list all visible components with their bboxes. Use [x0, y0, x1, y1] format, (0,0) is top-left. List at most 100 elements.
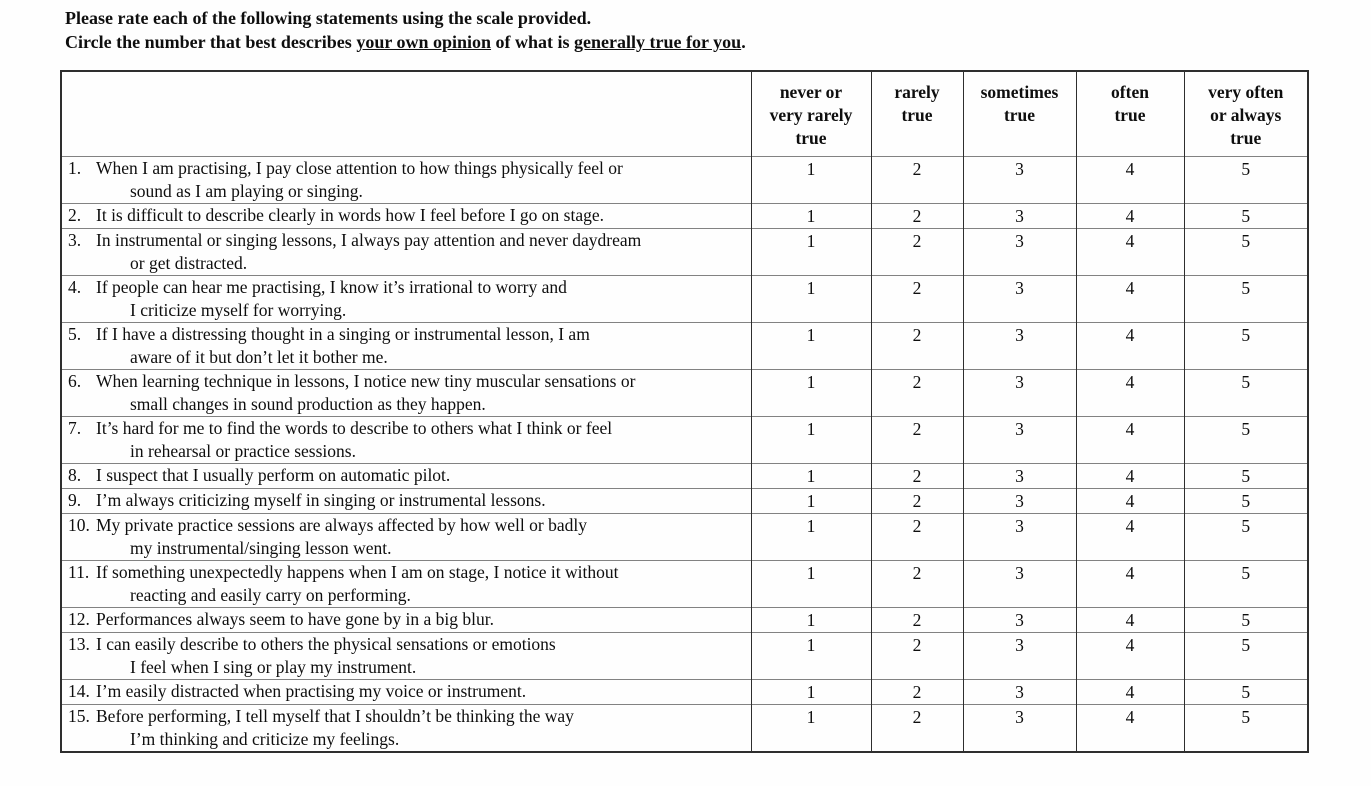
- col-header-often: often true: [1075, 71, 1184, 156]
- rating-cell[interactable]: 3: [962, 487, 1076, 513]
- rating-cell[interactable]: 2: [870, 462, 963, 488]
- rating-cell[interactable]: 2: [870, 487, 963, 513]
- rating-cell[interactable]: 4: [1075, 462, 1184, 488]
- rating-cell[interactable]: 1: [750, 559, 871, 607]
- rating-cell[interactable]: 1: [750, 678, 871, 704]
- rating-cell[interactable]: 3: [962, 155, 1076, 203]
- rating-cell[interactable]: 3: [962, 274, 1076, 322]
- rating-cell[interactable]: 3: [962, 202, 1076, 228]
- rating-cell[interactable]: 4: [1075, 678, 1184, 704]
- rating-cell[interactable]: 1: [750, 512, 871, 560]
- rating-cell[interactable]: 2: [870, 703, 963, 752]
- rating-cell[interactable]: 5: [1183, 703, 1308, 752]
- statement-line2: or get distracted.: [130, 252, 248, 273]
- statement-line1: 12. Performances always seem to have gone…: [68, 608, 495, 629]
- statement-line1: 8. I suspect that I usually perform on au…: [68, 464, 451, 485]
- rating-cell[interactable]: 3: [962, 512, 1076, 560]
- rating-cell[interactable]: 3: [962, 462, 1076, 488]
- table-row: 5. If I have a distressing thought in a s…: [61, 321, 1308, 369]
- rating-cell[interactable]: 1: [750, 462, 871, 488]
- table-row: 15. Before performing, I tell myself that…: [61, 703, 1308, 752]
- rating-cell[interactable]: 3: [962, 415, 1076, 463]
- rating-cell[interactable]: 3: [962, 559, 1076, 607]
- rating-cell[interactable]: 5: [1183, 559, 1308, 607]
- rating-cell[interactable]: 2: [870, 512, 963, 560]
- rating-cell[interactable]: 1: [750, 487, 871, 513]
- rating-cell[interactable]: 4: [1075, 487, 1184, 513]
- rating-cell[interactable]: 2: [870, 202, 963, 228]
- rating-cell[interactable]: 3: [962, 678, 1076, 704]
- rating-cell[interactable]: 4: [1075, 631, 1184, 679]
- rating-cell[interactable]: 1: [750, 274, 871, 322]
- statements-tbody: 1. When I am practising, I pay close atte…: [61, 155, 1308, 752]
- rating-cell[interactable]: 1: [750, 631, 871, 679]
- rating-cell[interactable]: 2: [870, 155, 963, 203]
- rating-cell[interactable]: 5: [1183, 631, 1308, 679]
- rating-cell[interactable]: 3: [962, 321, 1076, 369]
- rating-cell[interactable]: 1: [750, 606, 871, 632]
- rating-cell[interactable]: 1: [750, 321, 871, 369]
- rating-cell[interactable]: 1: [750, 415, 871, 463]
- rating-cell[interactable]: 5: [1183, 274, 1308, 322]
- table-row: 2. It is difficult to describe clearly in…: [61, 202, 1308, 228]
- rating-cell[interactable]: 2: [870, 415, 963, 463]
- rating-cell[interactable]: 5: [1183, 606, 1308, 632]
- rating-cell[interactable]: 5: [1183, 227, 1308, 275]
- instructions-line2-suffix: .: [741, 32, 746, 52]
- statement-line2: my instrumental/singing lesson went.: [130, 537, 392, 558]
- rating-cell[interactable]: 4: [1075, 559, 1184, 607]
- col-header-never-rarely: never or very rarely true: [750, 71, 871, 156]
- rating-cell[interactable]: 5: [1183, 678, 1308, 704]
- rating-cell[interactable]: 2: [870, 274, 963, 322]
- rating-cell[interactable]: 4: [1075, 155, 1184, 203]
- statement-line2: small changes in sound production as the…: [130, 393, 486, 414]
- rating-cell[interactable]: 4: [1075, 703, 1184, 752]
- rating-cell[interactable]: 4: [1075, 227, 1184, 275]
- rating-cell[interactable]: 5: [1183, 462, 1308, 488]
- rating-cell[interactable]: 1: [750, 368, 871, 416]
- rating-cell[interactable]: 5: [1183, 512, 1308, 560]
- statement-cell: 11. If something unexpectedly happens whe…: [61, 559, 751, 607]
- rating-cell[interactable]: 2: [870, 321, 963, 369]
- rating-cell[interactable]: 5: [1183, 202, 1308, 228]
- col-header-rarely: rarely true: [870, 71, 963, 156]
- rating-cell[interactable]: 3: [962, 227, 1076, 275]
- rating-cell[interactable]: 4: [1075, 321, 1184, 369]
- rating-cell[interactable]: 5: [1183, 415, 1308, 463]
- rating-cell[interactable]: 2: [870, 631, 963, 679]
- table-row: 8. I suspect that I usually perform on au…: [61, 462, 1308, 488]
- rating-cell[interactable]: 4: [1075, 415, 1184, 463]
- rating-cell[interactable]: 4: [1075, 606, 1184, 632]
- statement-line1: 9. I’m always criticizing myself in singi…: [68, 489, 546, 510]
- rating-cell[interactable]: 2: [870, 227, 963, 275]
- instructions-line2-mid: of what is: [491, 32, 575, 52]
- rating-cell[interactable]: 2: [870, 678, 963, 704]
- rating-cell[interactable]: 1: [750, 227, 871, 275]
- rating-cell[interactable]: 1: [750, 703, 871, 752]
- statement-number: 7.: [68, 417, 82, 438]
- rating-cell[interactable]: 1: [750, 155, 871, 203]
- statement-number: 14.: [68, 680, 90, 701]
- statement-number: 12.: [68, 608, 90, 629]
- statement-number: 13.: [68, 633, 90, 654]
- statement-cell: 12. Performances always seem to have gone…: [61, 606, 751, 632]
- rating-cell[interactable]: 2: [870, 559, 963, 607]
- rating-cell[interactable]: 3: [962, 606, 1076, 632]
- rating-cell[interactable]: 5: [1183, 155, 1308, 203]
- rating-cell[interactable]: 4: [1075, 368, 1184, 416]
- rating-cell[interactable]: 4: [1075, 274, 1184, 322]
- rating-cell[interactable]: 5: [1183, 321, 1308, 369]
- rating-cell[interactable]: 2: [870, 606, 963, 632]
- instructions-underline-own-opinion: your own opinion: [356, 32, 492, 52]
- rating-cell[interactable]: 4: [1075, 512, 1184, 560]
- rating-cell[interactable]: 3: [962, 368, 1076, 416]
- statement-line1: 14. I’m easily distracted when practising…: [68, 680, 527, 701]
- rating-cell[interactable]: 5: [1183, 487, 1308, 513]
- rating-cell[interactable]: 4: [1075, 202, 1184, 228]
- statement-number: 11.: [68, 561, 90, 582]
- rating-cell[interactable]: 3: [962, 703, 1076, 752]
- rating-cell[interactable]: 5: [1183, 368, 1308, 416]
- rating-cell[interactable]: 1: [750, 202, 871, 228]
- rating-cell[interactable]: 2: [870, 368, 963, 416]
- rating-cell[interactable]: 3: [962, 631, 1076, 679]
